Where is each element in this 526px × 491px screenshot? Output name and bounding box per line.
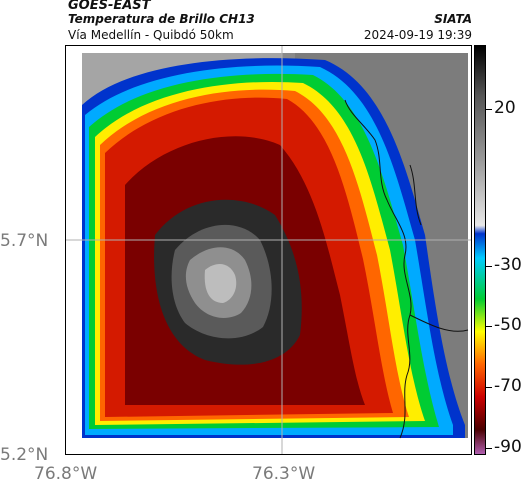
colorbar-tick-mark [486,109,492,110]
brightness-temperature-image [65,45,472,455]
colorbar-tick-mark [486,387,492,388]
organization-label: SIATA [434,12,472,26]
satellite-name: GOES-EAST [68,0,151,13]
colorbar [474,45,486,455]
map-header: GOES-EAST Temperatura de Brillo CH13 Vía… [68,0,472,46]
product-title: Temperatura de Brillo CH13 [68,12,255,26]
timestamp-label: 2024-09-19 19:39 [363,28,472,42]
satellite-map[interactable] [65,45,472,455]
x-tick-label: 76.3°W [252,464,316,484]
colorbar-tick-label: -70 [494,376,522,396]
region-subtitle: Vía Medellín - Quibdó 50km [68,28,234,42]
colorbar-tick-mark [486,448,492,449]
colorbar-tick-label: -90 [494,437,522,457]
colorbar-tick-label: 20 [494,98,516,118]
colorbar-tick-label: -50 [494,315,522,335]
colorbar-tick-label: -30 [494,255,522,275]
y-tick-label: 5.2°N [0,445,49,465]
x-tick-label: 76.8°W [34,464,98,484]
colorbar-tick-mark [486,326,492,327]
y-tick-label: 5.7°N [0,231,49,251]
colorbar-tick-mark [486,266,492,267]
